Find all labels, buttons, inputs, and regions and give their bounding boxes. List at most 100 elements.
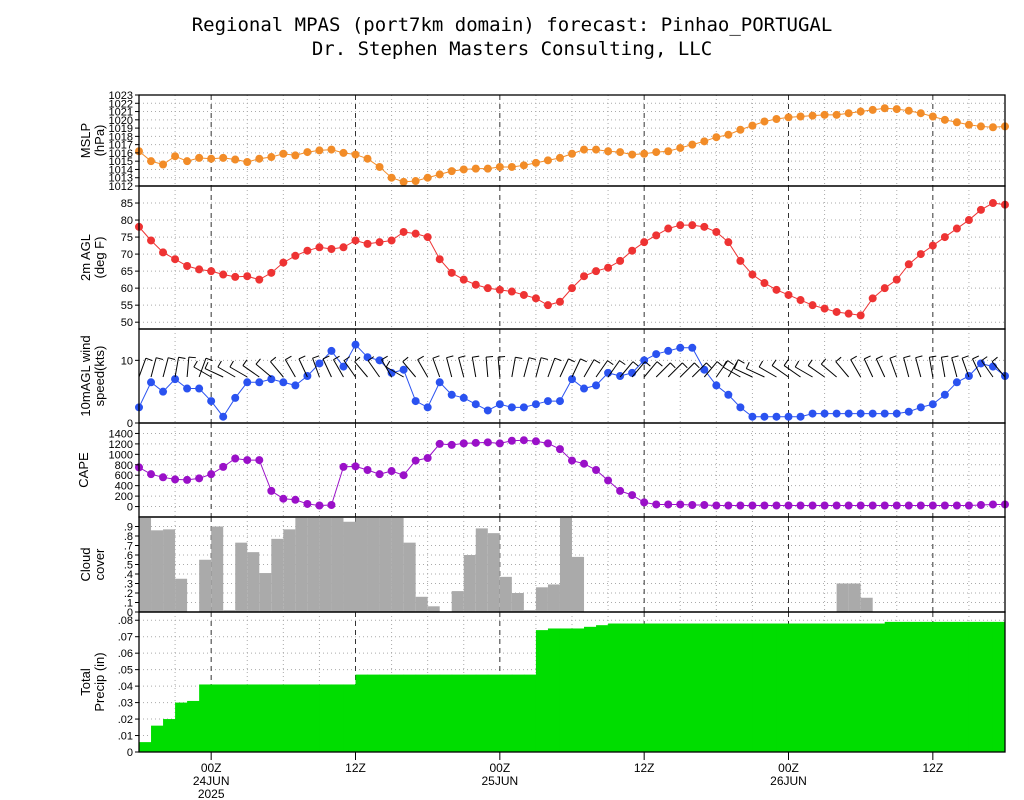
mslp-data-point bbox=[411, 177, 420, 186]
y-tick-label: 400 bbox=[115, 481, 133, 493]
panel-cloud: 0.1.2.3.4.5.6.7.8.9 Cloud cover bbox=[78, 516, 1006, 619]
temp-data-point bbox=[423, 233, 432, 242]
wind-barb bbox=[951, 357, 958, 378]
mslp-data-point bbox=[555, 153, 564, 162]
wind-barb-flag bbox=[694, 362, 700, 369]
panel-wind: 0 10 10mAGL wind speed(kts) bbox=[78, 328, 1009, 430]
temp-data-point bbox=[471, 280, 480, 289]
precip-bar bbox=[523, 674, 537, 752]
wind-barb bbox=[547, 358, 556, 378]
cloud-bar bbox=[848, 583, 861, 612]
temp-data-point bbox=[700, 222, 709, 231]
precip-bar bbox=[391, 674, 405, 752]
wind-data-point bbox=[688, 343, 697, 352]
cape-data-point bbox=[952, 501, 961, 510]
wind-barb-flag bbox=[204, 361, 209, 369]
temp-data-point bbox=[760, 279, 769, 288]
temp-data-point bbox=[688, 221, 697, 230]
cloud-bar bbox=[151, 530, 164, 612]
cape-data-point bbox=[784, 501, 793, 510]
wind-data-point bbox=[435, 378, 444, 387]
temp-data-point bbox=[988, 199, 997, 208]
wind-data-point bbox=[748, 412, 757, 421]
y-tick-label: 0 bbox=[127, 607, 133, 619]
wind-barb bbox=[771, 365, 789, 378]
wind-barb-flag bbox=[333, 355, 340, 361]
wind-barb-flag bbox=[941, 355, 949, 358]
mslp-data-point bbox=[652, 148, 661, 157]
wind-data-point bbox=[183, 384, 192, 393]
wind-barb-flag bbox=[178, 356, 186, 360]
x-tick-label: 00Z bbox=[201, 761, 222, 775]
cape-data-point bbox=[592, 466, 601, 474]
y-tick-label: .3 bbox=[124, 579, 133, 591]
mslp-data-point bbox=[604, 147, 613, 156]
temp-data-point bbox=[147, 236, 156, 245]
mslp-data-point bbox=[796, 112, 805, 121]
temp-data-point bbox=[171, 255, 180, 264]
wind-data-point bbox=[447, 390, 456, 399]
cape-data-point bbox=[568, 456, 576, 465]
cloud-bar bbox=[271, 538, 284, 612]
wind-barb bbox=[485, 357, 489, 378]
mslp-data-point bbox=[748, 121, 757, 130]
wind-data-point bbox=[195, 384, 204, 393]
cape-data-point bbox=[832, 501, 841, 510]
precip-bar bbox=[848, 623, 862, 752]
precip-bar bbox=[427, 674, 441, 752]
wind-barb-flag bbox=[446, 355, 454, 359]
mslp-data-point bbox=[387, 173, 396, 182]
wind-data-point bbox=[255, 378, 264, 387]
wind-barb bbox=[322, 358, 332, 378]
cape-data-point bbox=[916, 501, 925, 510]
panel-mslp: 1012101310141015101610171018101910201021… bbox=[78, 90, 1009, 193]
cape-data-point bbox=[964, 501, 973, 510]
wind-barb bbox=[961, 358, 970, 378]
wind-barb-flag bbox=[619, 360, 626, 366]
cape-data-point bbox=[483, 438, 492, 447]
wind-barb bbox=[889, 358, 898, 378]
precip-bar bbox=[247, 684, 260, 752]
wind-barb-flag bbox=[367, 356, 375, 362]
cloud-bar bbox=[475, 528, 488, 612]
mslp-data-point bbox=[471, 164, 480, 173]
wind-data-point bbox=[916, 403, 925, 412]
precip-bar bbox=[415, 674, 429, 752]
cloud-bar bbox=[451, 591, 464, 612]
chart-subtitle: Dr. Stephen Masters Consulting, LLC bbox=[312, 38, 712, 60]
temp-data-point bbox=[363, 239, 372, 248]
wind-barb bbox=[229, 366, 248, 378]
temp-data-point bbox=[676, 221, 685, 230]
wind-barb-flag bbox=[593, 359, 601, 364]
precip-bar bbox=[139, 742, 152, 752]
mslp-data-point bbox=[483, 164, 492, 173]
mslp-data-point bbox=[580, 145, 589, 154]
wind-barb bbox=[511, 357, 516, 378]
precip-bar bbox=[343, 684, 356, 752]
wind-barb-flag bbox=[783, 359, 789, 366]
wind-data-point bbox=[796, 412, 805, 421]
cape-data-point bbox=[159, 473, 168, 482]
cloud-bar bbox=[367, 517, 380, 612]
wind-data-point bbox=[808, 409, 817, 418]
mslp-data-point bbox=[724, 130, 733, 139]
mslp-data-point bbox=[952, 118, 961, 127]
cape-data-point bbox=[339, 462, 348, 471]
cape-data-point bbox=[171, 475, 180, 484]
cloud-bar bbox=[559, 517, 572, 612]
wind-data-point bbox=[700, 365, 709, 374]
cloud-bar bbox=[535, 587, 548, 612]
wind-barb-flag bbox=[961, 355, 969, 359]
wind-barb bbox=[458, 357, 465, 378]
temp-data-point bbox=[868, 294, 877, 303]
wind-barb bbox=[298, 358, 308, 378]
cape-data-point bbox=[868, 501, 877, 510]
wind-barb bbox=[758, 366, 777, 378]
mslp-data-point bbox=[375, 162, 384, 171]
cloud-bar bbox=[307, 517, 320, 612]
temp-data-point bbox=[736, 256, 745, 265]
wind-barb-flag bbox=[458, 355, 466, 359]
y-tick-label: .5 bbox=[124, 560, 133, 572]
cape-data-point bbox=[892, 501, 901, 510]
